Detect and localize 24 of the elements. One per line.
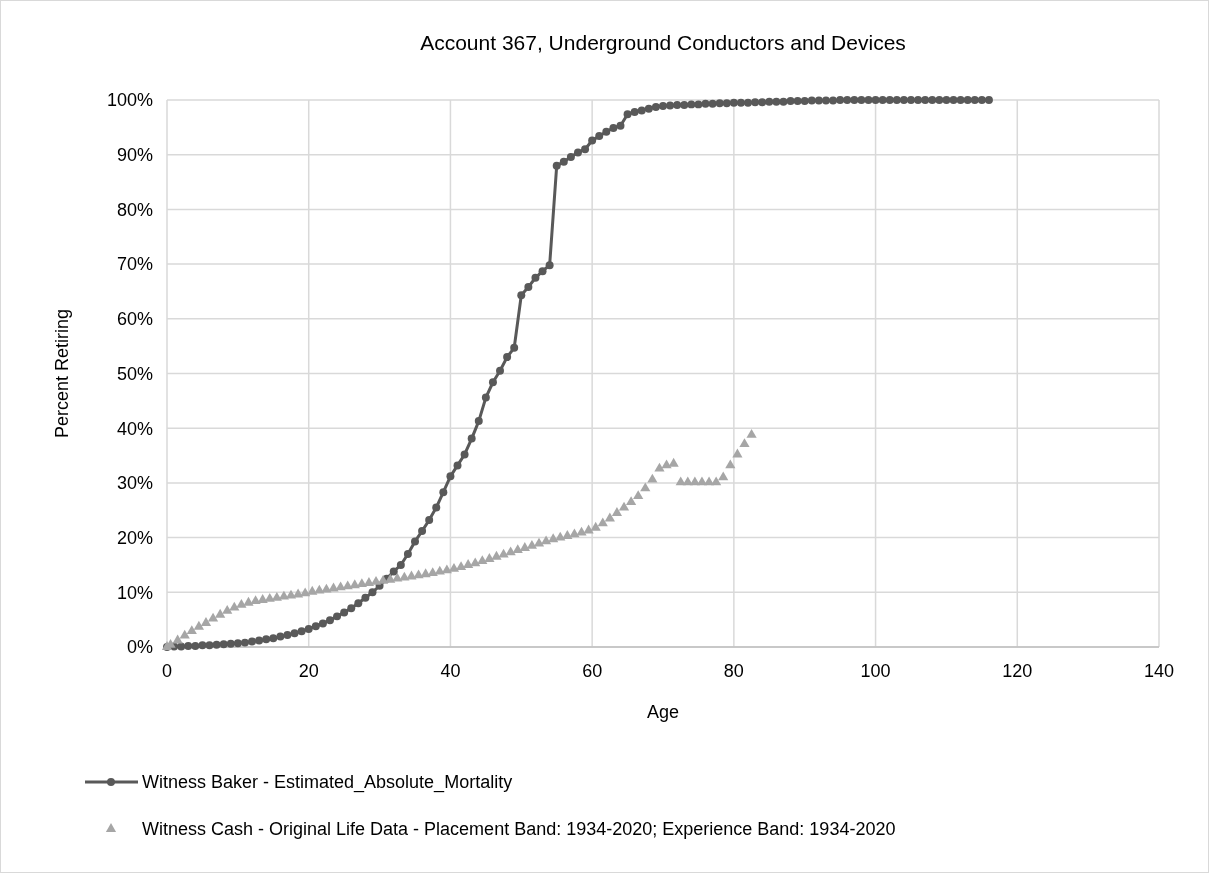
x-tick-label: 80: [723, 661, 744, 681]
y-tick-label: 90%: [116, 145, 153, 165]
x-tick-label: 60: [582, 661, 603, 681]
y-tick-label: 40%: [116, 418, 153, 439]
x-tick-label: 40: [440, 661, 461, 681]
x-tick-label: 0: [161, 661, 173, 681]
y-axis-title: Percent Retiring: [52, 308, 72, 439]
x-tick-label: 20: [298, 661, 319, 681]
y-tick-label: 10%: [116, 582, 153, 603]
y-tick-label: 30%: [116, 473, 153, 494]
y-tick-label: 100%: [106, 90, 153, 111]
x-tick-label: 120: [1002, 661, 1033, 681]
legend-label: Witness Baker - Estimated_Absolute_Mortality: [142, 772, 513, 794]
y-tick-label: 20%: [116, 527, 153, 548]
y-tick-label: 50%: [116, 363, 153, 384]
y-tick-label: 0%: [126, 637, 153, 658]
chart-title: Account 367, Underground Conductors and Devices: [420, 31, 906, 54]
x-tick-label: 100: [860, 661, 891, 681]
y-tick-label: 70%: [116, 254, 153, 275]
x-tick-label: 140: [1143, 661, 1175, 681]
legend-label: Witness Cash - Original Life Data - Placement Band: 1934-2020; Experience Band: 1934-2020: [142, 819, 896, 840]
y-tick-label: 60%: [116, 309, 153, 330]
y-tick-label: 80%: [116, 199, 153, 220]
x-axis-title: Age: [646, 702, 680, 722]
